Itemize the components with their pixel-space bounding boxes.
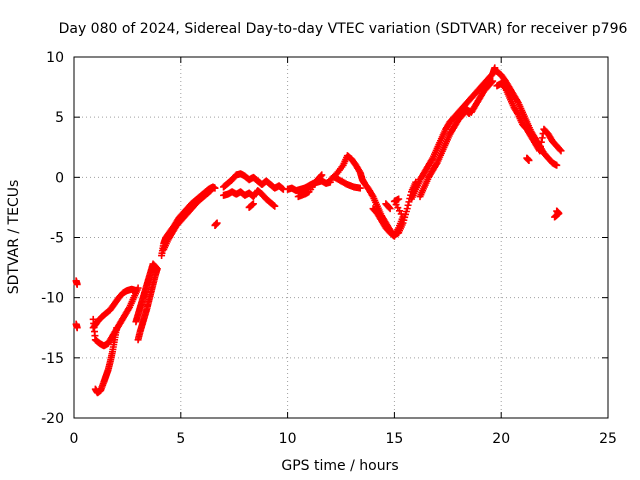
y-axis-label: SDTVAR / TECUs <box>6 180 22 295</box>
data-point <box>386 205 394 213</box>
x-tick-label: 0 <box>70 431 79 447</box>
data-point <box>403 205 411 213</box>
series-ramp-c <box>89 285 140 332</box>
y-tick-label: -20 <box>41 411 64 427</box>
y-tick-labels: -20 -15 -10 -5 0 5 10 <box>41 50 64 427</box>
data-point <box>536 147 544 155</box>
data-point <box>211 184 219 192</box>
x-tick-label: 10 <box>279 431 297 447</box>
data-point <box>395 195 403 203</box>
data-point <box>271 202 279 210</box>
y-tick-label: 0 <box>55 170 64 186</box>
x-tick-label: 25 <box>599 431 617 447</box>
data-point <box>488 78 496 86</box>
data-point <box>491 64 499 72</box>
data-point <box>553 161 561 169</box>
plot-frame <box>73 56 609 419</box>
data-point <box>465 110 473 118</box>
y-tick-label: -5 <box>50 231 64 247</box>
x-tick-label: 15 <box>385 431 403 447</box>
data-point <box>556 146 564 154</box>
data-point <box>551 213 559 221</box>
data-point <box>537 143 545 151</box>
data-point <box>538 134 546 142</box>
chart-title: Day 080 of 2024, Sidereal Day-to-day VTE… <box>59 21 628 37</box>
series-ramp-d <box>132 260 161 344</box>
data-point <box>317 172 325 180</box>
data-points <box>72 64 565 397</box>
series-start-low <box>72 277 81 332</box>
data-point <box>356 184 364 192</box>
data-point <box>537 138 545 146</box>
data-point <box>73 280 81 288</box>
data-point <box>207 187 215 195</box>
data-point <box>489 77 497 85</box>
data-point <box>132 318 140 326</box>
series-dip <box>360 178 420 240</box>
y-tick-label: -15 <box>41 351 64 367</box>
y-tick-label: -10 <box>41 291 64 307</box>
series-fall <box>493 67 565 221</box>
y-tick-label: 10 <box>46 50 64 66</box>
series-hump <box>326 152 368 192</box>
data-point <box>385 204 393 212</box>
x-tick-labels: 0 5 10 15 20 25 <box>70 431 617 447</box>
y-tick-label: 5 <box>55 110 64 126</box>
data-point <box>73 324 81 332</box>
series-climb <box>158 183 221 260</box>
grid-lines <box>74 57 608 418</box>
series-rise <box>407 64 499 203</box>
x-tick-label: 20 <box>492 431 510 447</box>
data-point <box>213 219 221 227</box>
x-axis-label: GPS time / hours <box>281 458 398 474</box>
data-point <box>525 156 533 164</box>
data-point <box>404 201 412 209</box>
x-tick-label: 5 <box>176 431 185 447</box>
data-point <box>249 200 257 208</box>
series-plateau <box>220 170 334 211</box>
data-point <box>557 147 565 155</box>
data-point <box>318 171 326 179</box>
data-point <box>132 286 140 294</box>
series-ramp-b <box>89 284 142 350</box>
